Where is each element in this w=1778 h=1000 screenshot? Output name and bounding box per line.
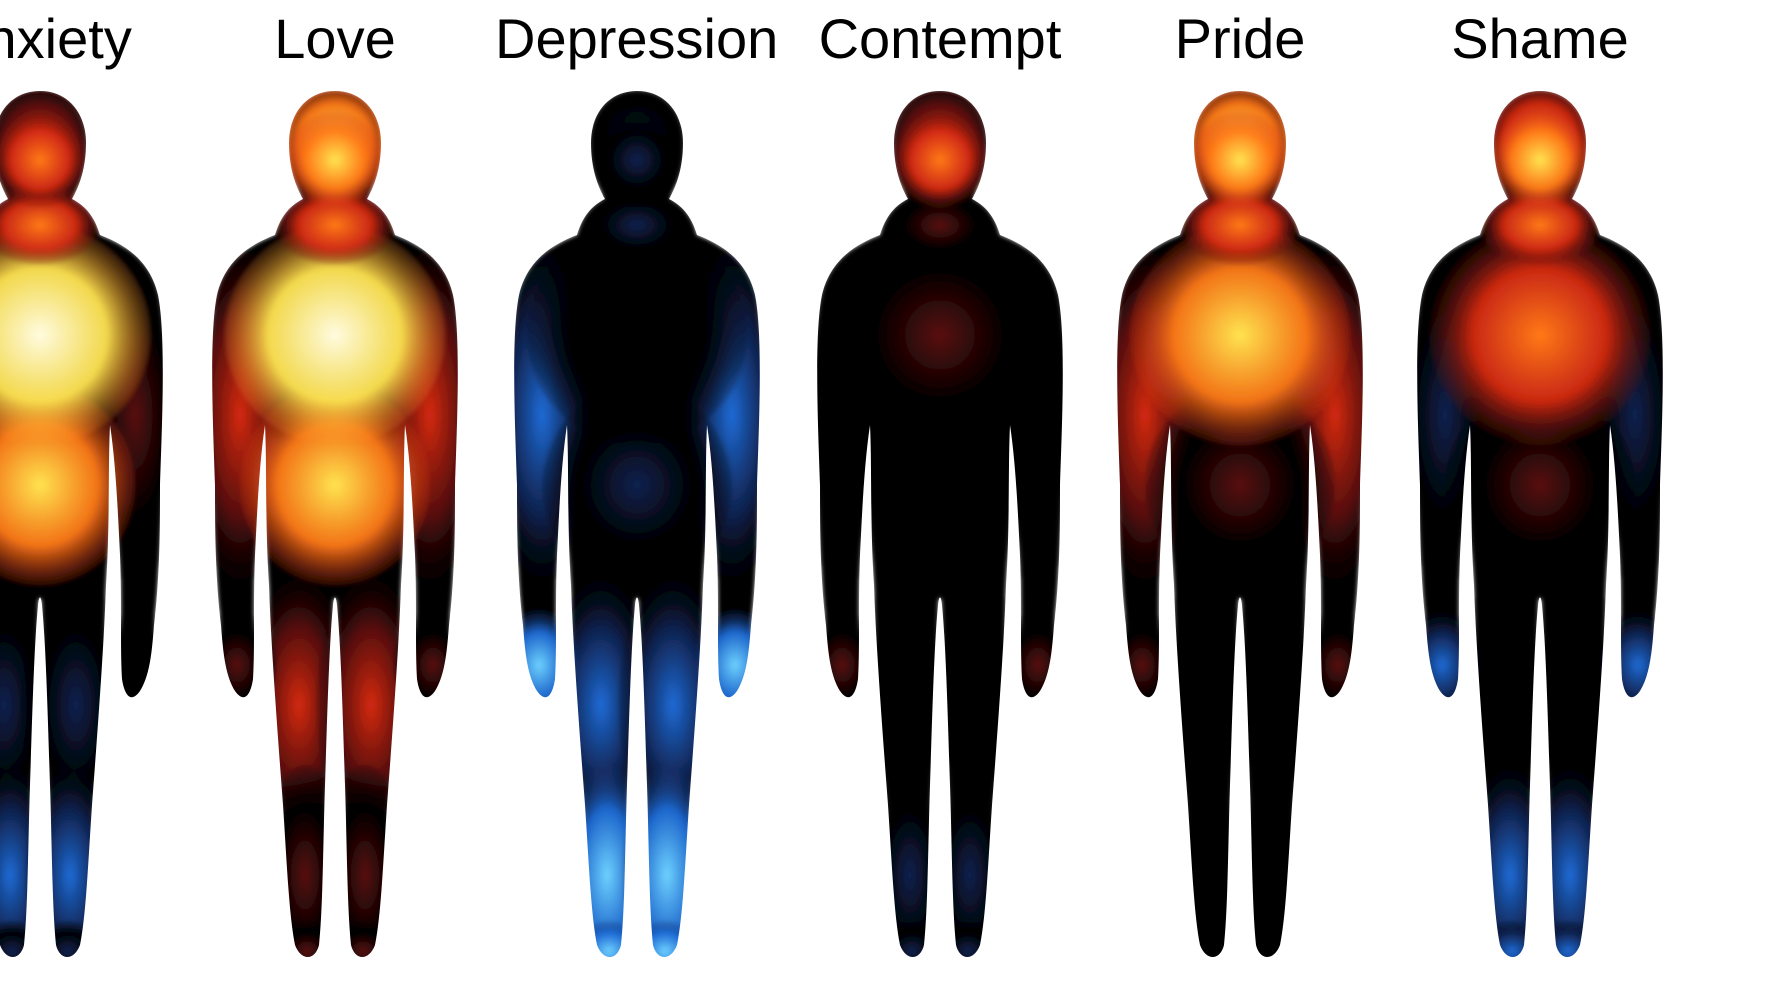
- body-heatmap-love: [195, 85, 475, 965]
- emotion-label-contempt: Contempt: [819, 6, 1062, 71]
- emotion-panel-anxiety: Anxiety: [0, 0, 180, 965]
- emotion-label-love: Love: [274, 6, 395, 71]
- emotion-panel-shame: Shame: [1400, 0, 1680, 965]
- emotion-panel-contempt: Contempt: [800, 0, 1080, 965]
- emotion-panel-depression: Depression: [495, 0, 778, 965]
- body-heatmap-anxiety: [0, 85, 180, 965]
- emotion-label-pride: Pride: [1175, 6, 1306, 71]
- body-heatmap-contempt: [800, 85, 1080, 965]
- emotion-panel-pride: Pride: [1100, 0, 1380, 965]
- emotion-label-anxiety: Anxiety: [0, 6, 132, 71]
- emotion-label-depression: Depression: [495, 6, 778, 71]
- emotion-label-shame: Shame: [1451, 6, 1628, 71]
- emotion-panel-love: Love: [195, 0, 475, 965]
- body-heatmap-shame: [1400, 85, 1680, 965]
- body-heatmap-depression: [497, 85, 777, 965]
- body-heatmap-pride: [1100, 85, 1380, 965]
